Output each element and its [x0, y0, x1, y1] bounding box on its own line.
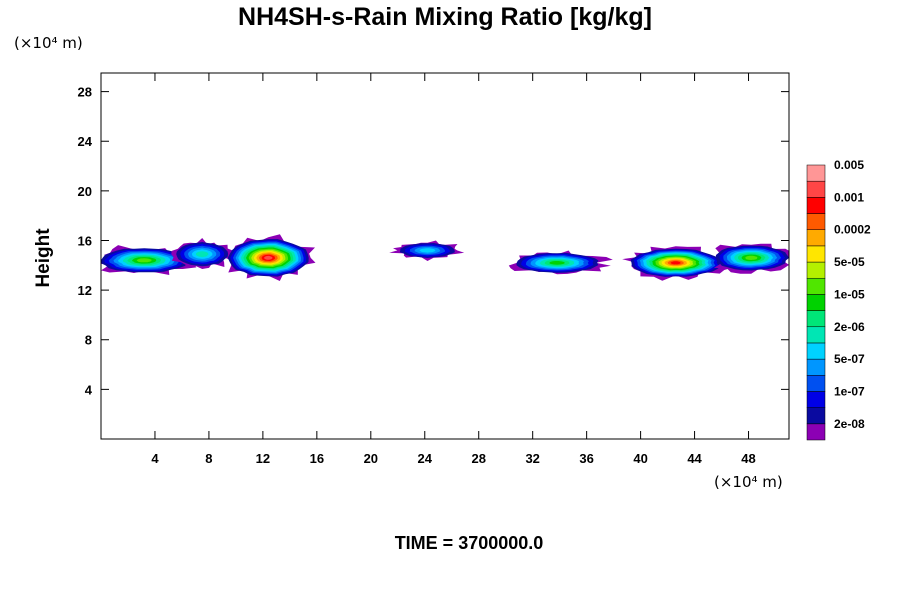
x-tick-label: 32: [525, 451, 539, 466]
contour-level: [549, 261, 565, 265]
colorbar-swatch: [806, 245, 826, 263]
x-unit-label: (×10⁴ m): [714, 473, 783, 491]
colorbar-swatch: [806, 358, 826, 376]
contour-level: [195, 251, 209, 258]
y-axis-ticks: 4 8 12 16 20 24 28: [78, 85, 789, 397]
y-unit-label: (×10⁴ m): [14, 34, 83, 52]
colorbar-swatch: [806, 407, 826, 425]
y-tick-label: 4: [85, 382, 93, 397]
y-tick-label: 20: [78, 184, 92, 199]
x-tick-label: 8: [205, 451, 212, 466]
contour-level: [745, 255, 758, 260]
colorbar: 2e-08 1e-07 5e-07 2e-06 1e-05 5e-05 0.0002 0.00…: [806, 158, 871, 441]
x-tick-label: 44: [687, 451, 702, 466]
x-tick-label: 36: [579, 451, 593, 466]
x-axis-ticks: 4 8 12 16 20 24 28 32 36 40 44 48: [151, 73, 756, 466]
colorbar-label: 5e-05: [834, 255, 865, 269]
colorbar-swatch: [806, 375, 826, 392]
contour-level: [670, 261, 681, 265]
y-tick-label: 16: [78, 233, 92, 248]
y-tick-label: 8: [85, 333, 92, 348]
colorbar-label: 5e-07: [834, 352, 865, 366]
y-tick-label: 28: [78, 85, 92, 100]
colorbar-swatch: [806, 213, 826, 230]
plot-frame: [100, 72, 790, 440]
colorbar-swatch: [806, 277, 826, 295]
chart-title: NH4SH-s-Rain Mixing Ratio [kg/kg]: [238, 3, 652, 31]
x-tick-label: 48: [741, 451, 755, 466]
x-tick-label: 20: [364, 451, 378, 466]
colorbar-swatch: [806, 342, 826, 360]
x-tick-label: 4: [151, 451, 159, 466]
colorbar-swatch: [806, 197, 826, 214]
colorbar-label: 0.0002: [834, 223, 871, 237]
x-tick-label: 40: [633, 451, 647, 466]
colorbar-swatch: [806, 180, 826, 198]
colorbar-label: 2e-06: [834, 320, 865, 334]
y-axis-label: Height: [33, 228, 54, 288]
colorbar-swatch: [806, 164, 826, 182]
colorbar-swatch: [806, 326, 826, 344]
contour-level: [136, 258, 152, 263]
colorbar-swatch: [806, 310, 826, 328]
contour-fields: [101, 234, 789, 281]
colorbar-swatch: [806, 261, 826, 279]
y-tick-label: 24: [78, 134, 93, 149]
time-label: TIME = 3700000.0: [395, 533, 544, 553]
colorbar-swatch: [806, 229, 826, 247]
colorbar-label: 0.001: [834, 190, 864, 204]
x-tick-label: 16: [310, 451, 324, 466]
colorbar-swatch: [806, 423, 826, 441]
colorbar-label: 1e-05: [834, 287, 865, 301]
y-tick-label: 12: [78, 283, 92, 298]
colorbar-swatch: [806, 294, 826, 311]
colorbar-label: 1e-07: [834, 384, 865, 398]
contour-level: [264, 255, 273, 260]
colorbar-label: 0.005: [834, 158, 864, 172]
x-tick-label: 24: [418, 451, 433, 466]
x-tick-label: 28: [471, 451, 485, 466]
contour-level: [419, 248, 436, 253]
colorbar-label: 2e-08: [834, 417, 865, 431]
colorbar-swatch: [806, 391, 826, 408]
x-tick-label: 12: [256, 451, 270, 466]
